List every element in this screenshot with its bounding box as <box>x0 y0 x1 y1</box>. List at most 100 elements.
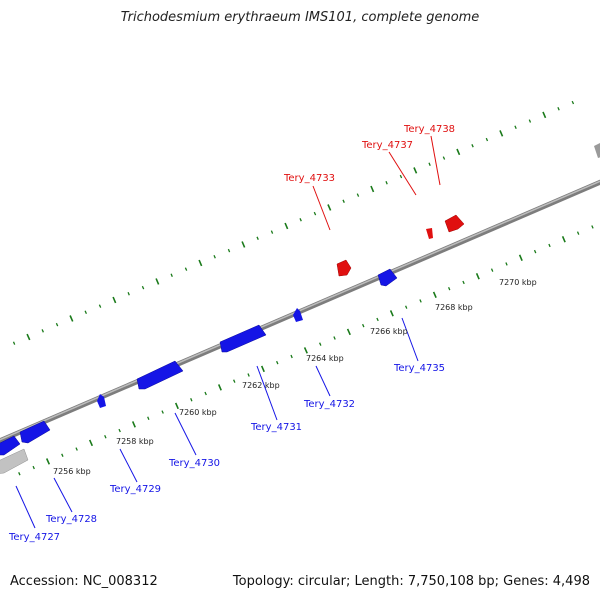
major-tick <box>284 222 289 230</box>
outer-tick-track <box>12 100 575 345</box>
gene-label-tery-4727[interactable]: Tery_4727 <box>8 532 60 543</box>
major-tick <box>174 402 179 410</box>
minor-tick <box>490 268 494 272</box>
major-tick <box>432 291 437 299</box>
major-tick <box>542 111 547 119</box>
gene-shape-tery-4727[interactable] <box>0 435 21 456</box>
minor-tick <box>591 225 594 229</box>
minor-tick <box>299 218 302 222</box>
gene-label-tery-4732[interactable]: Tery_4732 <box>303 399 355 410</box>
gene-label-tery-4730[interactable]: Tery_4730 <box>168 458 220 469</box>
gene-shape-tery-4735[interactable] <box>377 268 398 287</box>
minor-tick <box>404 305 408 309</box>
minor-tick <box>557 106 560 111</box>
tick-label: 7256 kbp <box>53 467 91 476</box>
major-tick <box>413 167 418 174</box>
inner-tick-track <box>18 225 594 476</box>
minor-tick <box>141 285 145 290</box>
major-tick <box>260 365 265 373</box>
tick-label: 7260 kbp <box>179 408 217 417</box>
major-tick <box>475 272 480 280</box>
minor-tick <box>170 273 173 278</box>
genome-backbone-highlight <box>0 180 600 441</box>
minor-tick <box>161 410 164 414</box>
gene-shape-tery-4728[interactable] <box>19 420 51 444</box>
tick-label: 7270 kbp <box>499 278 537 287</box>
minor-tick <box>12 341 16 345</box>
minor-tick <box>462 280 465 285</box>
minor-tick <box>213 255 216 259</box>
minor-tick <box>276 360 279 365</box>
gene-label-tery-4731[interactable]: Tery_4731 <box>250 422 302 433</box>
gene-label-tery-4738[interactable]: Tery_4738 <box>403 124 455 135</box>
minor-tick <box>376 317 379 322</box>
minor-tick <box>227 248 231 253</box>
minor-tick <box>571 100 575 105</box>
minor-tick <box>18 472 21 476</box>
gene-label-tery-4737[interactable]: Tery_4737 <box>361 140 413 151</box>
minor-tick <box>362 323 365 328</box>
minor-tick <box>127 292 130 296</box>
major-tick <box>45 458 51 465</box>
minor-tick <box>233 379 236 383</box>
reverse-gene-labels: Tery_4727 Tery_4728 Tery_4729 Tery_4730 … <box>8 363 445 543</box>
major-tick <box>370 185 375 193</box>
gene-label-leaders <box>15 135 441 529</box>
major-tick <box>327 204 332 211</box>
minor-tick <box>104 434 107 439</box>
gene-label-tery-4735[interactable]: Tery_4735 <box>393 363 445 374</box>
minor-tick <box>32 465 35 470</box>
major-tick <box>303 347 308 354</box>
minor-tick <box>204 391 207 396</box>
minor-tick <box>356 193 360 197</box>
minor-tick <box>84 310 87 315</box>
gene-shape-tery-4733[interactable] <box>336 259 352 277</box>
gene-label-tery-4729[interactable]: Tery_4729 <box>109 484 161 495</box>
genome-title: Trichodesmium erythraeum IMS101, complet… <box>120 10 480 25</box>
minor-tick <box>428 162 431 166</box>
major-tick <box>198 259 203 267</box>
minor-tick <box>247 373 250 377</box>
minor-tick <box>256 236 259 240</box>
minor-tick <box>190 397 193 402</box>
gene-shape-tery-4731[interactable] <box>219 324 267 353</box>
tick-label: 7264 kbp <box>306 354 344 363</box>
tick-label: 7266 kbp <box>370 327 408 336</box>
minor-tick <box>447 286 451 291</box>
minor-tick <box>313 211 317 216</box>
gene-shape-tery-4738[interactable] <box>444 214 465 233</box>
minor-tick <box>485 137 489 142</box>
minor-tick <box>419 299 422 303</box>
gene-shape-tery-4729[interactable] <box>97 394 106 408</box>
gene-shape-tery-4732[interactable] <box>293 308 303 322</box>
major-tick <box>241 241 246 248</box>
minor-tick <box>41 329 44 333</box>
minor-tick <box>333 336 336 340</box>
minor-tick <box>184 267 188 271</box>
minor-tick <box>270 230 274 234</box>
major-tick <box>155 278 160 285</box>
tick-label: 7268 kbp <box>435 303 473 312</box>
gene-shape-unnamed-right <box>594 143 600 158</box>
gene-shape-tery-4730[interactable] <box>136 360 184 390</box>
major-tick <box>112 296 117 304</box>
major-tick <box>518 254 523 262</box>
major-tick <box>26 333 31 341</box>
minor-tick <box>548 243 551 248</box>
minor-tick <box>61 453 64 457</box>
gene-shape-unnamed-left <box>0 448 29 474</box>
minor-tick <box>528 119 532 123</box>
gene-label-tery-4733[interactable]: Tery_4733 <box>283 173 335 184</box>
minor-tick <box>342 199 345 203</box>
tick-label: 7262 kbp <box>242 381 280 390</box>
gene-label-tery-4728[interactable]: Tery_4728 <box>45 514 97 525</box>
major-tick <box>389 310 394 317</box>
minor-tick <box>576 231 580 235</box>
accession-label: Accession: NC_008312 <box>10 574 158 589</box>
major-tick <box>346 328 351 336</box>
major-tick <box>88 439 94 447</box>
minor-tick <box>514 125 517 129</box>
major-tick <box>69 315 74 322</box>
gene-shape-tery-4737[interactable] <box>426 228 433 239</box>
